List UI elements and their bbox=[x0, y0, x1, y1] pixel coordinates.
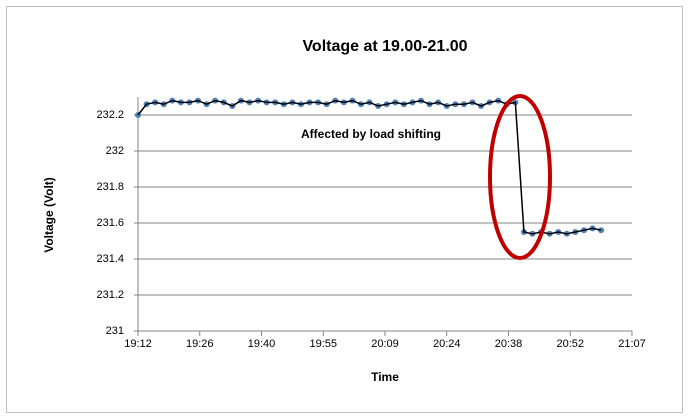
x-tick-label: 19:40 bbox=[248, 338, 276, 350]
y-tick-label: 232 bbox=[106, 145, 124, 157]
y-tick-label: 231.6 bbox=[96, 217, 124, 229]
annotation: Affected by load shifting bbox=[301, 127, 441, 141]
chart-title: Voltage at 19.00-21.00 bbox=[302, 38, 467, 55]
y-tick-label: 231.4 bbox=[96, 253, 124, 265]
y-axis-label: Voltage (Volt) bbox=[42, 177, 56, 253]
x-tick-label: 21:07 bbox=[618, 338, 646, 350]
x-tick-label: 20:52 bbox=[556, 338, 584, 350]
y-tick-label: 232.2 bbox=[96, 109, 124, 121]
x-tick-label: 20:24 bbox=[433, 338, 461, 350]
chart-frame bbox=[6, 6, 683, 413]
y-tick-label: 231 bbox=[106, 325, 124, 337]
x-axis-label: Time bbox=[371, 370, 399, 384]
y-tick-label: 231.8 bbox=[96, 181, 124, 193]
x-tick-label: 19:26 bbox=[186, 338, 214, 350]
x-tick-label: 20:38 bbox=[495, 338, 523, 350]
highlight-ellipse bbox=[488, 94, 552, 260]
y-tick-label: 231.2 bbox=[96, 289, 124, 301]
series-line bbox=[137, 99, 602, 235]
x-tick-label: 19:55 bbox=[309, 338, 337, 350]
x-tick-label: 19:12 bbox=[124, 338, 152, 350]
x-tick-label: 20:09 bbox=[371, 338, 399, 350]
